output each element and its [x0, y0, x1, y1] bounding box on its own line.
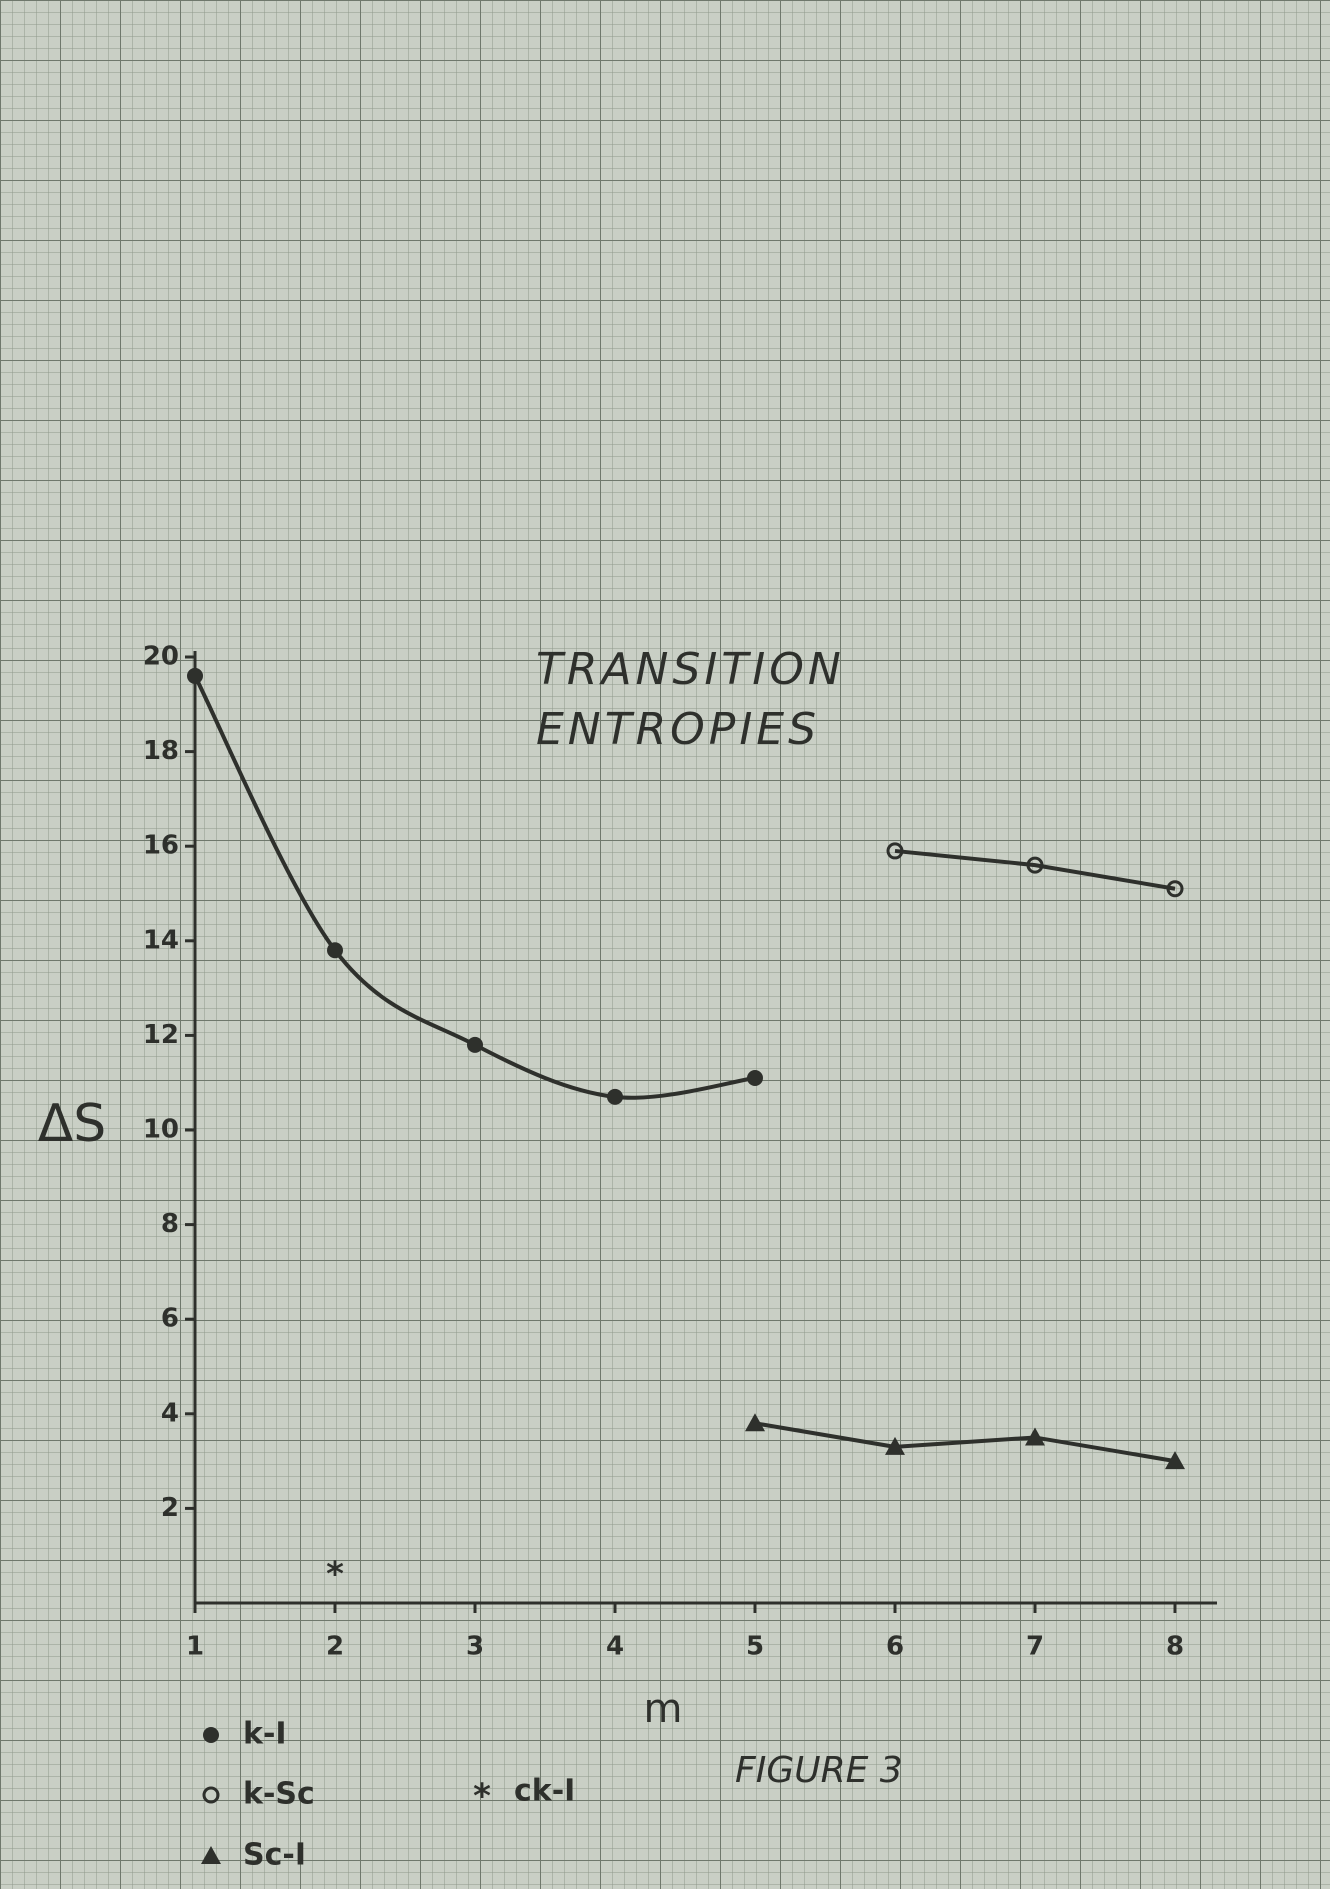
x-axis-label: m — [644, 1686, 683, 1732]
x-tick-label: 1 — [186, 1632, 204, 1662]
point — [747, 1069, 763, 1086]
point: * — [473, 1777, 491, 1817]
y-tick-label: 10 — [143, 1115, 179, 1145]
y-tick-label: 14 — [143, 925, 179, 955]
y-axis-label: ΔS — [38, 1094, 107, 1154]
x-tick-label: 6 — [886, 1632, 904, 1662]
y-tick-label: 18 — [143, 736, 179, 766]
point — [1165, 1451, 1185, 1470]
legend-label: Sc-I — [243, 1838, 306, 1873]
point: * — [326, 1554, 344, 1594]
point — [886, 842, 904, 860]
point — [202, 1786, 220, 1804]
x-tick-label: 4 — [606, 1632, 624, 1662]
point — [1025, 1427, 1045, 1446]
x-tick-label: 7 — [1026, 1632, 1044, 1662]
point — [327, 942, 343, 959]
y-tick-label: 20 — [143, 642, 179, 672]
x-tick-label: 3 — [466, 1632, 484, 1662]
y-tick-label: 6 — [161, 1304, 179, 1334]
x-tick-label: 5 — [746, 1632, 764, 1662]
chart-title: TRANSITION ENTROPIES — [536, 644, 845, 755]
point — [201, 1846, 221, 1864]
y-tick-label: 12 — [143, 1020, 179, 1050]
point — [745, 1413, 765, 1432]
y-tick-label: 4 — [161, 1398, 179, 1428]
figure-caption: FIGURE 3 — [735, 1750, 903, 1791]
point — [187, 667, 203, 684]
x-tick-label: 2 — [326, 1632, 344, 1662]
legend-label: k-I — [243, 1717, 287, 1752]
y-tick-label: 2 — [161, 1493, 179, 1523]
point — [203, 1727, 219, 1743]
y-tick-label: 16 — [143, 831, 179, 861]
legend-label: ck-I — [514, 1774, 575, 1809]
point — [885, 1436, 905, 1455]
point — [467, 1036, 483, 1053]
series-line — [894, 848, 1176, 891]
y-tick-label: 8 — [161, 1209, 179, 1239]
series-line — [754, 1421, 1176, 1464]
legend-label: k-Sc — [243, 1777, 315, 1812]
point — [607, 1088, 623, 1105]
x-tick-label: 8 — [1166, 1632, 1184, 1662]
point — [1026, 856, 1044, 874]
point — [1166, 880, 1184, 898]
series-line — [193, 675, 756, 1100]
